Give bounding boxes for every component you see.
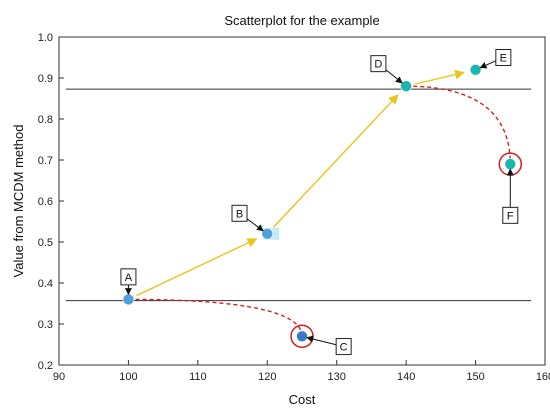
y-tick-label: 0.2 — [38, 360, 53, 372]
label-box-a: A — [120, 268, 137, 296]
label-box-c: C — [306, 335, 352, 356]
x-tick-label: 160 — [536, 371, 550, 383]
plot-area — [58, 36, 546, 366]
y-tick-label: 0.7 — [38, 155, 53, 167]
y-tick-label: 0.9 — [38, 73, 53, 85]
dominated-link — [406, 85, 511, 165]
label-box-text: D — [374, 59, 382, 71]
path-arrow — [414, 69, 465, 85]
x-tick-label: 110 — [189, 371, 207, 383]
reference-lines — [65, 88, 532, 302]
label-box-text: A — [125, 272, 133, 284]
x-tick-label: 130 — [328, 371, 346, 383]
label-box-text: B — [236, 208, 243, 220]
highlight-rings — [290, 152, 523, 349]
dominated-links — [128, 85, 511, 337]
y-tick-label: 0.5 — [38, 237, 53, 249]
efficient-path — [136, 69, 465, 297]
y-axis: 0.2 0.3 0.4 0.5 0.6 0.7 0.8 0.9 1.0 — [38, 32, 64, 372]
y-tick-label: 0.6 — [38, 196, 53, 208]
data-points — [122, 64, 517, 343]
label-arrow — [385, 69, 403, 84]
x-tick-label: 150 — [466, 371, 484, 383]
label-box-text: E — [500, 53, 507, 65]
x-axis: 90 100 110 120 130 140 150 160 — [53, 360, 550, 383]
label-box-text: F — [507, 210, 514, 222]
path-arrow — [272, 94, 399, 228]
point-a — [122, 293, 135, 306]
label-arrow — [306, 335, 337, 346]
label-box-frame — [231, 204, 248, 222]
x-tick-label: 140 — [397, 371, 415, 383]
point-d — [400, 80, 412, 92]
label-box-frame — [335, 338, 352, 356]
label-box-b: B — [231, 204, 264, 232]
x-tick-label: 90 — [53, 371, 65, 383]
y-tick-label: 0.3 — [38, 319, 53, 331]
y-axis-title: Value from MCDM method — [11, 125, 26, 278]
point-e — [469, 64, 482, 76]
point-c — [296, 330, 308, 343]
label-box-frame — [495, 49, 512, 66]
y-tick-label: 0.8 — [38, 114, 53, 126]
label-box-text: C — [340, 342, 348, 354]
y-tick-label: 0.4 — [38, 278, 53, 290]
x-tick-label: 100 — [119, 371, 137, 383]
label-box-d: D — [370, 55, 403, 84]
label-box-frame — [370, 55, 387, 73]
dominated-link — [128, 298, 303, 337]
label-arrow — [479, 60, 497, 69]
x-tick-label: 120 — [258, 371, 276, 383]
label-arrow — [246, 218, 264, 232]
point-labels: A B C D E F — [120, 49, 519, 356]
point-f — [504, 158, 517, 170]
y-tick-label: 1.0 — [38, 32, 53, 44]
label-box-f: F — [502, 168, 519, 224]
chart-title: Scatterplot for the example — [224, 13, 379, 28]
path-arrow — [136, 238, 258, 297]
x-axis-title: Cost — [289, 392, 316, 407]
label-box-e: E — [479, 49, 512, 69]
point-b — [261, 228, 274, 240]
